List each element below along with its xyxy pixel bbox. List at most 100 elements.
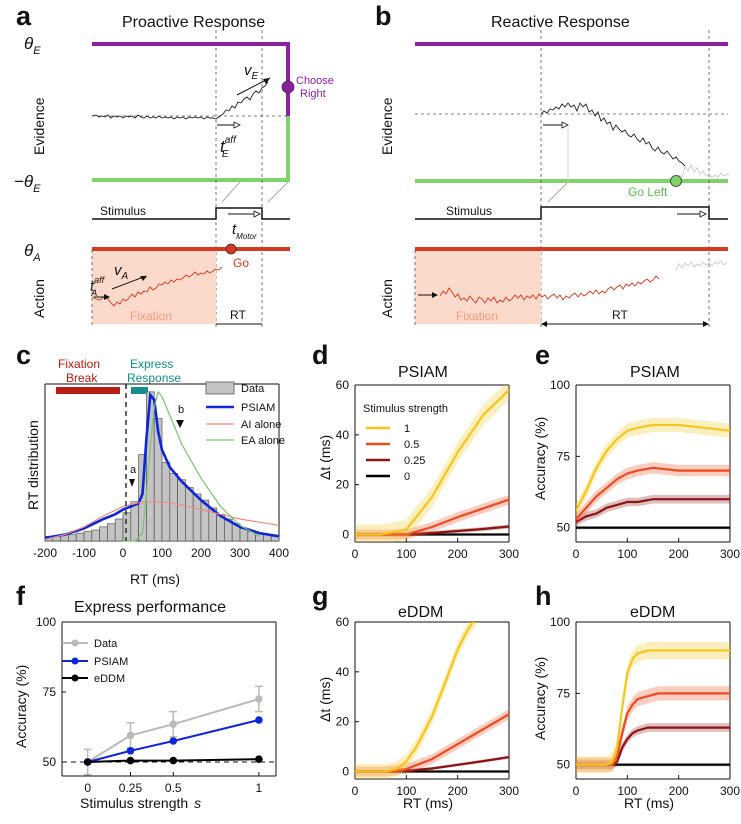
t-motor-label: tMotor [232,221,257,241]
point-eddm [255,755,263,763]
fixation-break-label: Fixation [58,357,100,371]
express-xlabel: Stimulus strength s [80,795,201,811]
choose-right-label: Choose [296,75,334,87]
panel-a-title: Proactive Response [122,14,265,31]
x-tick-label: 400 [269,546,289,560]
action-trace-continuation-b [675,260,728,271]
v-a-label: vA [114,262,129,282]
x-tick-label: 0 [352,784,359,798]
panel-e-ylabel: Accuracy (%) [532,417,548,500]
rt-distribution-xlabel: RT (ms) [130,571,180,587]
v-e-arrowhead [263,78,270,84]
series-line-eddm [87,758,259,763]
histogram-bar [83,531,93,542]
panel-c: c Fixation Break Express Response -200 -1… [16,340,289,587]
band-strength-1 [355,622,479,779]
x-tick-label: 0 [120,546,127,560]
stimulus-arrow-1 [221,181,241,203]
evidence-axis-label-b: Evidence [379,97,395,155]
express-response-label: Express [130,357,173,371]
series-line-data [87,698,260,763]
panel-e: e PSIAM 0 100 200 300 50 75 100 Accuracy (%) [532,340,740,561]
fixation-region-b [415,250,541,324]
series-ai-alone [44,501,280,540]
go-marker [225,243,237,255]
y-tick-label: 20 [336,715,350,729]
fixation-label-b: Fixation [456,309,498,323]
point-eddm [83,758,92,766]
series-ea-alone [123,390,260,542]
plot-area [355,622,509,779]
line-strength-1 [576,423,730,512]
y-tick-label: 0 [342,765,349,779]
go-left-label: Go Left [628,185,668,199]
theta-a-label: θA [24,241,41,264]
panel-f-title: Express performance [74,599,226,616]
evidence-trace-b [540,102,686,167]
evidence-trace-continuation [675,163,731,182]
x-tick-label: 0 [352,547,359,561]
x-tick-label: 300 [720,784,740,798]
point-eddm [169,756,178,765]
point-data [255,695,263,703]
histogram-bar [107,523,116,542]
histogram-bar [192,493,202,542]
express-response-bar [131,387,148,394]
point-data [169,720,178,728]
legend-f-data-dot [71,639,79,647]
panel-f: f Express performance 0 0.25 0.5 1 50 75 100 A… [13,581,277,811]
eddm-accuracy-plot: 0 100 200 300 50 75 100 [550,615,740,798]
panel-b-title: Reactive Response [491,14,630,31]
x-tick-label: 100 [617,547,637,561]
strength-legend: Stimulus strength 1 0.5 0.25 0 [363,403,448,483]
x-tick-label: 200 [448,547,468,561]
panel-letter-g: g [312,581,329,611]
panel-h-ylabel: Accuracy (%) [532,657,548,740]
rt-label-b: RT [612,308,628,322]
legend-s025-label: 0.25 [404,455,425,467]
x-tick-label: -100 [72,546,96,560]
histogram-bar [130,501,139,542]
panel-d: d PSIAM 0 100 200 300 0 20 40 60 Δt (ms) Stimul… [312,340,519,561]
action-axis-label: Action [31,279,47,318]
stimulus-trace [92,207,290,220]
legend-psiam-label: PSIAM [241,402,275,414]
stimulus-label: Stimulus [100,204,146,218]
panel-letter-a: a [16,1,32,31]
panel-letter-h: h [535,581,552,611]
band-strength-1 [576,642,730,774]
panel-d-ylabel: Δt (ms) [317,435,333,480]
y-tick-label: 100 [550,378,570,392]
legend-f-psiam-dot [71,657,79,665]
y-tick-label: 60 [336,615,350,629]
legend-f-eddm-dot [71,674,79,682]
band-strength-0.25 [576,494,730,527]
line-strength-0.25 [576,498,730,523]
point-psiam [169,737,178,745]
histogram-bar [185,487,194,542]
point-eddm [126,756,135,765]
stimulus-label-b: Stimulus [446,204,492,218]
histogram-bar [169,473,178,542]
x-tick-label: 200 [448,784,468,798]
panel-g: g eDDM 0 100 200 300 0 20 40 60 Δt (ms) RT (ms) [312,581,519,811]
panel-letter-f: f [16,581,26,611]
series-psiam [44,391,280,540]
fixation-break-label-2: Break [66,371,98,385]
histogram-bar [75,532,85,542]
x-tick-label: 0 [84,781,91,795]
plot-area [355,385,509,542]
marker-b-triangle [176,420,184,428]
t-e-aff-label: taff E [220,135,237,160]
y-tick-label: 50 [557,521,571,535]
t-a-aff-arrowhead-b [432,292,438,298]
line-strength-1 [576,649,730,766]
v-e-label: vE [244,62,259,82]
rt-distribution-plot: -200 -100 0 100 200 300 400 [33,383,289,560]
y-tick-label: 60 [336,378,350,392]
t-a-aff-label: taff A [90,275,106,298]
stimulus-arrow-b [547,182,568,203]
panel-letter-e: e [535,340,550,370]
marker-b-label: b [178,404,184,416]
stimulus-arrow-2 [267,181,289,203]
